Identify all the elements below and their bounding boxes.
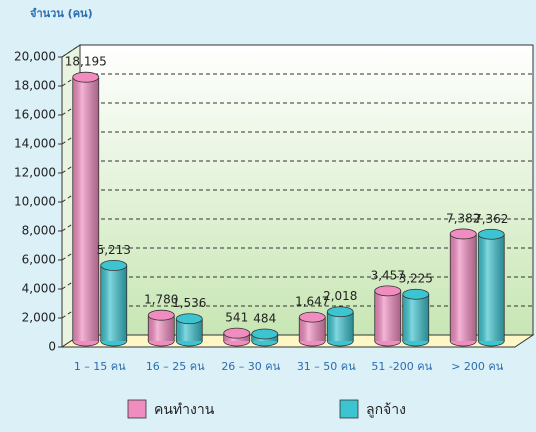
bar <box>175 313 203 347</box>
bar-top <box>72 71 100 83</box>
bar <box>147 309 175 347</box>
bar-top <box>223 327 251 339</box>
x-tick-label: 31 – 50 คน <box>297 360 356 373</box>
y-tick-label: 20,000 <box>14 50 56 64</box>
x-tick-label: 16 – 25 คน <box>146 360 205 373</box>
bar-shade <box>402 294 429 341</box>
grid-line <box>61 305 81 319</box>
value-label: 1,536 <box>172 296 206 310</box>
bar-top <box>100 260 128 271</box>
bar <box>251 328 279 347</box>
bar-shade <box>176 318 203 341</box>
bar-top <box>175 313 203 325</box>
y-tick-label: 6,000 <box>22 253 56 267</box>
bar-shade <box>374 290 401 341</box>
y-tick-label: 12,000 <box>14 166 56 180</box>
bar-top <box>298 311 326 323</box>
grid-line <box>61 131 81 145</box>
value-label: 3,225 <box>399 272 433 286</box>
grid-line <box>61 218 81 232</box>
grid-line <box>61 276 81 290</box>
bar-top <box>326 306 354 318</box>
x-tick-label: 51 -200 คน <box>371 360 432 373</box>
y-tick-label: 16,000 <box>14 108 56 122</box>
bar-shade <box>72 77 99 342</box>
grid-line <box>61 247 81 261</box>
legend-label: ลูกจ้าง <box>366 402 406 418</box>
value-label: 18,195 <box>65 55 107 69</box>
grid-line <box>61 44 81 58</box>
bar-shade <box>450 233 477 341</box>
bar <box>449 228 477 347</box>
bar <box>72 71 100 347</box>
bar-top <box>374 285 402 297</box>
legend-swatch <box>127 399 147 419</box>
bar-top <box>477 228 505 240</box>
bar-top <box>402 288 430 300</box>
value-label: 5,213 <box>97 243 131 257</box>
grid-line <box>61 189 81 203</box>
bar <box>374 285 402 347</box>
value-label: 3,457 <box>371 268 405 282</box>
y-tick-label: 10,000 <box>14 195 56 209</box>
grid-line <box>61 102 81 116</box>
value-label: 1,780 <box>144 293 178 307</box>
value-label: 1,647 <box>295 295 329 309</box>
y-tick-label: 4,000 <box>22 282 56 296</box>
legend-swatch <box>339 399 359 419</box>
value-label: 541 <box>225 311 248 325</box>
value-label: 7,382 <box>446 211 480 225</box>
value-label: 484 <box>253 311 276 325</box>
bar <box>402 288 430 347</box>
y-axis-label: จำนวน (คน) <box>30 7 93 20</box>
legend-label: คนทำงาน <box>154 402 215 418</box>
bar-top <box>251 328 279 340</box>
y-tick-label: 2,000 <box>22 311 56 325</box>
x-tick-label: 1 – 15 คน <box>74 360 126 373</box>
bar-shade <box>478 234 505 341</box>
value-label: 7,362 <box>474 212 508 226</box>
x-tick-label: 26 – 30 คน <box>221 360 280 373</box>
bar-shade <box>299 317 326 341</box>
bar <box>298 311 326 347</box>
y-tick-label: 0 <box>48 340 56 354</box>
bar <box>223 327 251 347</box>
grid-line <box>61 160 81 174</box>
x-tick-label: > 200 คน <box>451 360 504 373</box>
y-tick-label: 14,000 <box>14 137 56 151</box>
value-label: 2,018 <box>323 289 357 303</box>
bar-shade <box>100 265 127 341</box>
y-tick-label: 18,000 <box>14 79 56 93</box>
bar-top <box>449 228 477 240</box>
y-tick-label: 8,000 <box>22 224 56 238</box>
bar-top <box>147 309 175 321</box>
bar <box>477 228 505 347</box>
grid-line <box>61 73 81 87</box>
bar <box>326 306 354 347</box>
bar <box>100 260 128 347</box>
